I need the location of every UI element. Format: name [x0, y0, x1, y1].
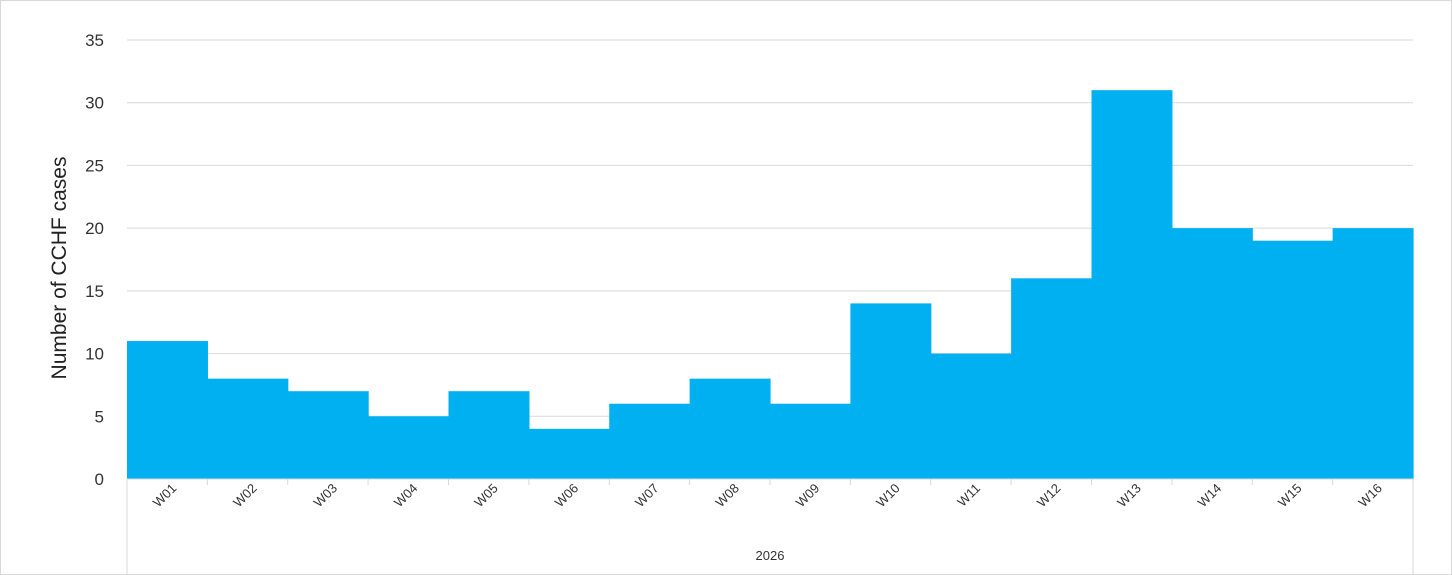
bar-W10 — [850, 303, 932, 479]
bar-W08 — [689, 378, 771, 479]
x-tick-label-W11: W11 — [954, 481, 983, 510]
bar-W13 — [1091, 90, 1173, 480]
x-tick-label-W03: W03 — [311, 481, 341, 511]
x-tick-label-W01: W01 — [150, 481, 180, 511]
bar-W12 — [1011, 278, 1093, 479]
bar-W01 — [127, 341, 208, 479]
x-tick-label-W04: W04 — [391, 481, 421, 511]
bar-W04 — [368, 416, 450, 479]
bar-W16 — [1332, 228, 1414, 479]
x-group-label: 2026 — [756, 548, 785, 563]
x-tick-label-W10: W10 — [873, 481, 903, 511]
bar-W07 — [609, 403, 691, 479]
x-tick-label-W14: W14 — [1195, 481, 1225, 511]
bar-W06 — [528, 428, 610, 479]
bar-W09 — [770, 403, 851, 479]
y-tick-label-5: 5 — [95, 407, 104, 426]
y-tick-label-30: 30 — [85, 94, 104, 113]
x-tick-label-W12: W12 — [1034, 481, 1064, 511]
y-tick-label-35: 35 — [85, 31, 104, 50]
y-tick-label-25: 25 — [85, 156, 104, 175]
x-tick-label-W08: W08 — [712, 481, 742, 511]
y-tick-label-0: 0 — [95, 470, 104, 489]
y-tick-label-15: 15 — [85, 282, 104, 301]
x-tick-label-W05: W05 — [471, 481, 501, 511]
y-tick-label-10: 10 — [85, 345, 104, 364]
bars — [127, 90, 1414, 480]
x-tick-label-W13: W13 — [1114, 481, 1144, 511]
bar-W15 — [1252, 240, 1334, 479]
bar-W02 — [207, 378, 289, 479]
x-tick-label-W09: W09 — [793, 481, 823, 511]
bar-W05 — [448, 391, 530, 479]
x-tick-label-W07: W07 — [632, 481, 662, 511]
bar-W11 — [930, 353, 1012, 479]
bar-W14 — [1171, 228, 1253, 479]
bar-W03 — [287, 391, 369, 479]
x-tick-label-W15: W15 — [1275, 481, 1305, 511]
x-tick-label-W02: W02 — [230, 481, 260, 511]
y-tick-label-20: 20 — [85, 219, 104, 238]
x-tick-label-W06: W06 — [552, 481, 582, 511]
y-axis-label: Number of CCHF cases — [48, 157, 71, 380]
x-tick-label-W16: W16 — [1355, 481, 1385, 511]
